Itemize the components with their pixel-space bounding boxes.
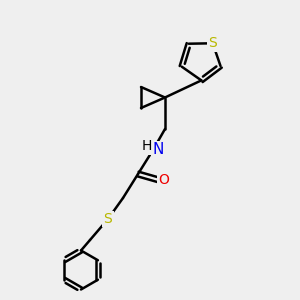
Text: N: N [152, 142, 164, 158]
Text: H: H [142, 140, 152, 153]
Text: S: S [208, 36, 217, 50]
Text: S: S [103, 212, 112, 226]
Text: O: O [158, 173, 169, 187]
